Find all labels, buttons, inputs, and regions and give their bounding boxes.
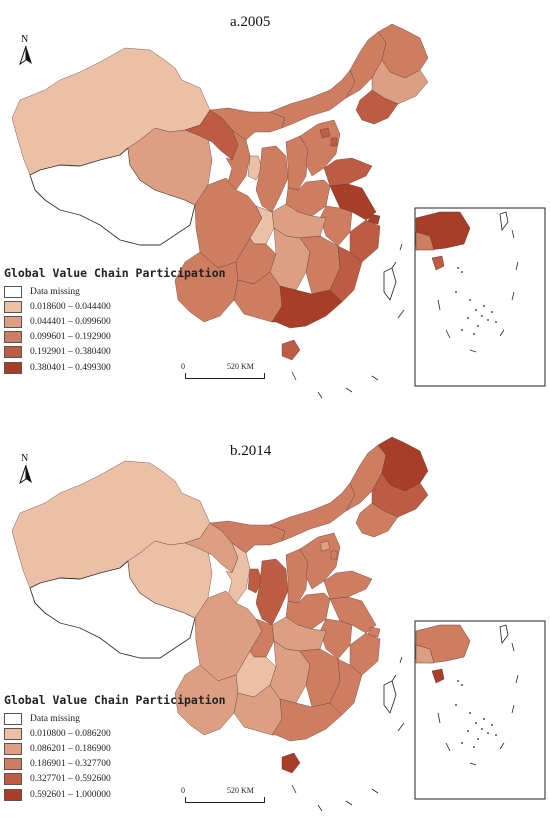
- legend-swatch: [4, 300, 22, 313]
- legend-label: Data missing: [30, 713, 80, 724]
- province-liaoning: [355, 502, 399, 538]
- map-title: b.2014: [230, 443, 272, 459]
- map-title: a.2005: [230, 14, 271, 30]
- province-tianjin: [330, 550, 338, 560]
- province-guangdong: [271, 285, 343, 329]
- legend-item: 0.010800 – 0.086200: [4, 726, 226, 741]
- legend-item: 0.592601 – 1.000000: [4, 787, 226, 802]
- china-map-2014: [11, 436, 546, 812]
- legend-swatch: [4, 758, 22, 771]
- province-hebei: [299, 119, 341, 177]
- legend-swatch: [4, 285, 22, 298]
- north-arrow-icon: N: [16, 453, 36, 485]
- legend-swatch: [4, 712, 22, 725]
- scale-line: [185, 373, 265, 379]
- legend-label: 0.327701 – 0.592600: [30, 774, 111, 785]
- legend-swatch: [4, 315, 22, 328]
- legend-item: 0.099601 – 0.192900: [4, 330, 226, 345]
- map-panel-2014: b.2014 N Global Value Chain Participatio…: [0, 413, 550, 826]
- south-china-sea-inset: [414, 620, 546, 800]
- legend-swatch: [4, 773, 22, 786]
- province-hebei: [299, 532, 341, 590]
- legend-item: 0.380401 – 0.499300: [4, 360, 226, 375]
- scale-distance-label: 520 KM: [227, 362, 254, 371]
- legend-swatch: [4, 788, 22, 801]
- legend-item: Data missing: [4, 711, 226, 726]
- province-yunnan: [174, 251, 239, 323]
- legend-swatch: [4, 331, 22, 344]
- inset-hainan: [431, 255, 445, 271]
- province-guangdong: [271, 698, 343, 742]
- province-beijing: [319, 540, 331, 552]
- scale-line: [185, 797, 265, 803]
- legend-item: 0.044401 – 0.099600: [4, 314, 226, 329]
- province-shandong: [323, 570, 373, 600]
- inset-guangxi: [415, 231, 435, 251]
- provinces: [11, 436, 429, 774]
- legend-item: 0.327701 – 0.592600: [4, 772, 226, 787]
- province-fujian: [329, 658, 363, 716]
- legend-item: 0.018600 – 0.044400: [4, 299, 226, 314]
- map-panel-2005: a.2005 N Global Value Chain Participatio…: [4, 14, 546, 399]
- inset-taiwan: [499, 624, 509, 645]
- inset-hainan: [431, 668, 445, 684]
- province-liaoning: [355, 89, 399, 125]
- province-shanghai: [367, 213, 381, 225]
- legend-label: 0.380401 – 0.499300: [30, 362, 111, 373]
- province-taiwan: [383, 680, 397, 714]
- scale-zero-label: 0: [181, 362, 185, 371]
- province-fujian: [329, 245, 363, 303]
- legend-item: 0.186901 – 0.327700: [4, 757, 226, 772]
- legend-swatch: [4, 727, 22, 740]
- province-beijing: [319, 127, 331, 139]
- boundary-dashes: [291, 656, 405, 812]
- legend-swatch: [4, 361, 22, 374]
- legend-swatch: [4, 742, 22, 755]
- legend-label: 0.086201 – 0.186900: [30, 743, 111, 754]
- legend-title: Global Value Chain Participation: [4, 266, 226, 280]
- legend-swatch: [4, 346, 22, 359]
- province-shaanxi: [255, 558, 289, 626]
- inset-guangxi: [415, 644, 435, 664]
- province-yunnan: [174, 664, 239, 736]
- province-qinghai: [127, 124, 213, 206]
- province-innermongolia-west: [209, 520, 286, 554]
- province-hainan: [281, 752, 301, 774]
- north-label: N: [21, 34, 29, 45]
- legend-label: 0.592601 – 1.000000: [30, 789, 111, 800]
- legend-item: Data missing: [4, 284, 226, 299]
- scale-bar: 0 520 KM: [181, 362, 293, 384]
- province-innermongolia-west: [209, 107, 286, 141]
- legend-title: Global Value Chain Participation: [4, 693, 226, 707]
- legend-label: Data missing: [30, 286, 80, 297]
- scale-distance-label: 520 KM: [227, 786, 254, 795]
- legend-item: 0.192901 – 0.380400: [4, 345, 226, 360]
- legend-label: 0.010800 – 0.086200: [30, 728, 111, 739]
- province-tianjin: [330, 137, 338, 147]
- legend: Global Value Chain Participation Data mi…: [4, 693, 226, 802]
- province-qinghai: [127, 537, 213, 619]
- north-label: N: [21, 453, 29, 464]
- province-taiwan: [383, 267, 397, 301]
- legend-label: 0.192901 – 0.380400: [30, 347, 111, 358]
- boundary-dashes: [291, 243, 405, 399]
- china-map-2005: [11, 23, 546, 399]
- province-shaanxi: [255, 145, 289, 213]
- province-hainan: [281, 339, 301, 361]
- scale-bar: 0 520 KM: [181, 786, 293, 808]
- inset-taiwan: [499, 211, 509, 232]
- south-china-sea-inset: [414, 207, 546, 387]
- legend-label: 0.018600 – 0.044400: [30, 301, 111, 312]
- legend-label: 0.044401 – 0.099600: [30, 316, 111, 327]
- province-shanghai: [367, 626, 381, 638]
- legend-label: 0.099601 – 0.192900: [30, 332, 111, 343]
- scale-zero-label: 0: [181, 786, 185, 795]
- north-arrow-icon: N: [16, 34, 36, 66]
- legend: Global Value Chain Participation Data mi…: [4, 266, 226, 375]
- legend-item: 0.086201 – 0.186900: [4, 741, 226, 756]
- legend-label: 0.186901 – 0.327700: [30, 759, 111, 770]
- provinces: [11, 23, 429, 361]
- province-shandong: [323, 157, 373, 187]
